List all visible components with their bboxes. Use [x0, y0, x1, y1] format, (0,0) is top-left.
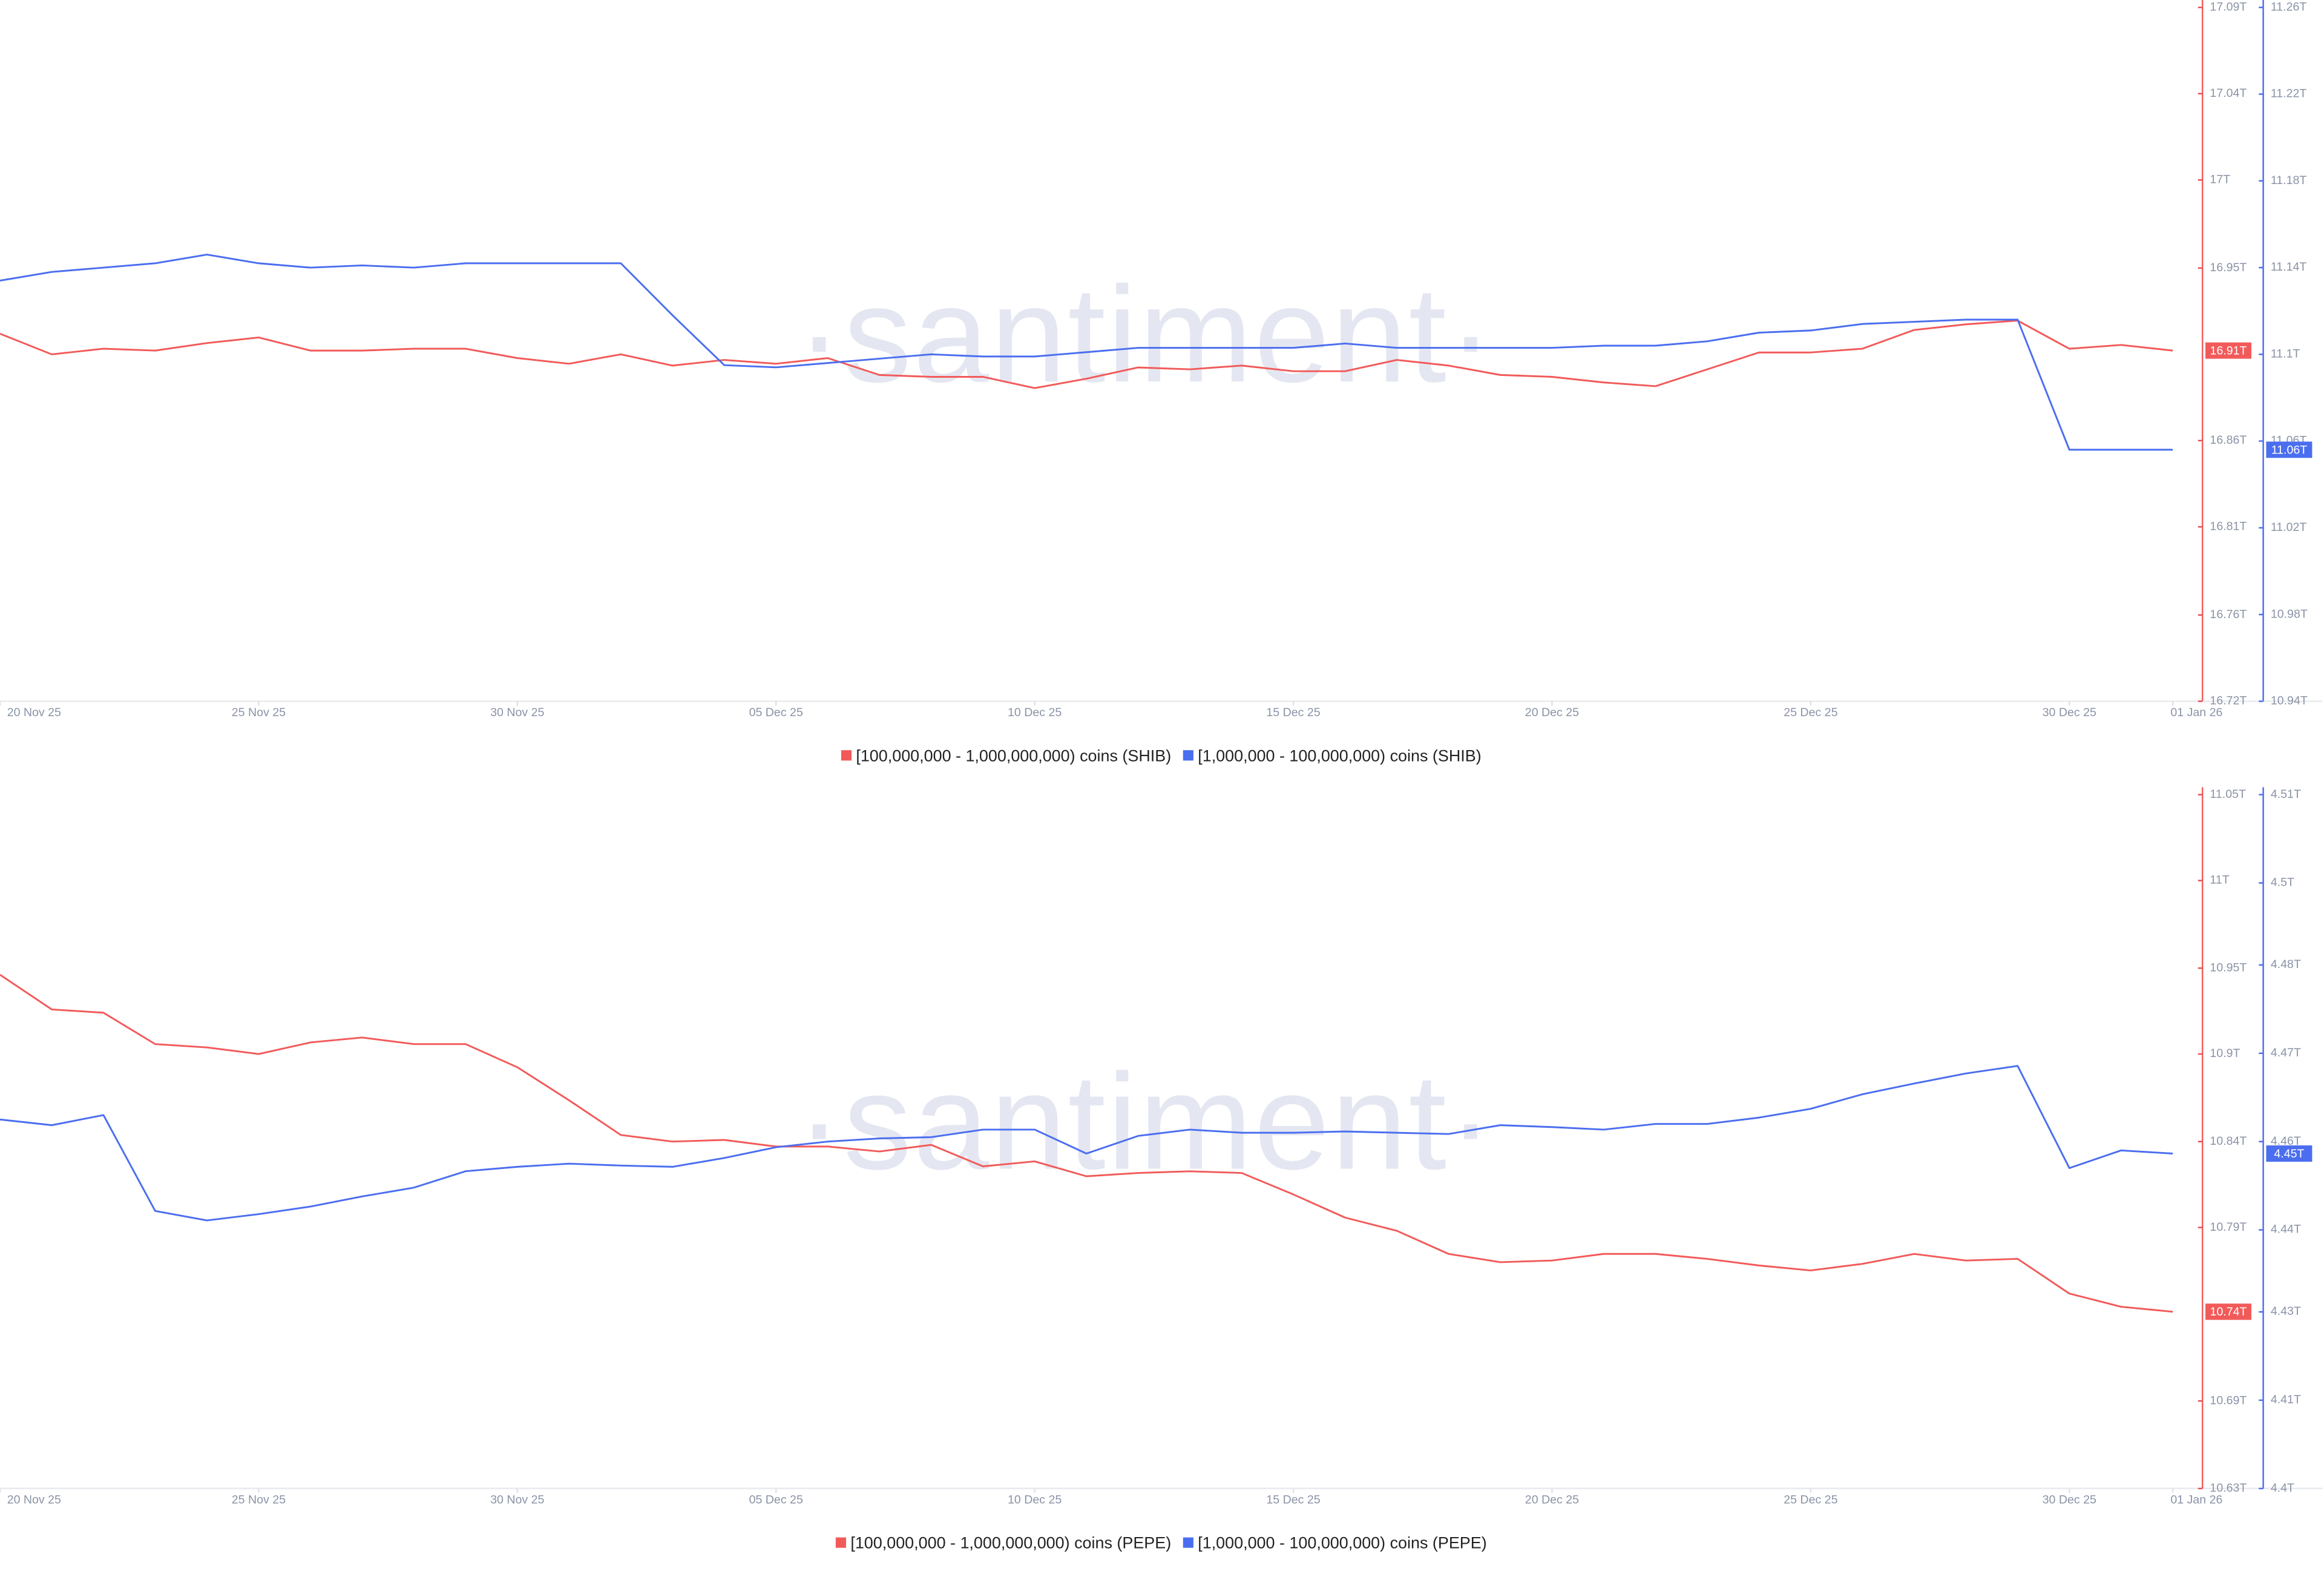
value-badge: [2266, 1145, 2313, 1162]
x-tick-label: 30 Nov 25: [490, 1493, 544, 1507]
x-tick-label: 05 Dec 25: [749, 706, 803, 719]
series-line: [0, 320, 2173, 389]
y-tick-label: 17T: [2210, 173, 2230, 186]
series-line: [0, 973, 2173, 1313]
legend-swatch: [835, 1537, 847, 1548]
legend-swatch: [841, 750, 852, 761]
y-tick-label: 17.04T: [2210, 87, 2247, 100]
y2-tick-label: 11.22T: [2271, 87, 2307, 100]
value-label: 4.45T: [2274, 1147, 2304, 1161]
value-label: 10.74T: [2210, 1305, 2247, 1319]
y-tick-label: 11.05T: [2210, 788, 2246, 801]
y2-tick-label: 11.1T: [2271, 347, 2300, 360]
x-tick-label: 25 Nov 25: [232, 706, 286, 719]
chart-panel: ·santiment· 16.72T 16.76T 16.81T 16.86T 16.95…: [0, 0, 2323, 765]
y-tick-label: 16.72T: [2210, 694, 2247, 708]
x-tick-label: 25 Dec 25: [1784, 1493, 1837, 1507]
legend-label: [100,000,000 - 1,000,000,000) coins (PEP…: [850, 1534, 1171, 1552]
value-badge: [2205, 1303, 2251, 1320]
y-tick-label: 10.9T: [2210, 1047, 2240, 1060]
value-label: 16.91T: [2210, 344, 2247, 358]
y2-tick-label: 11.02T: [2271, 521, 2307, 534]
x-tick-label: 30 Dec 25: [2043, 706, 2096, 719]
y-tick-label: 10.63T: [2210, 1481, 2247, 1495]
y2-tick-label: 4.5T: [2271, 876, 2294, 889]
y-tick-label: 16.86T: [2210, 433, 2247, 447]
y-tick-label: 10.84T: [2210, 1134, 2247, 1148]
y-tick-label: 16.81T: [2210, 519, 2247, 533]
y2-tick-label: 11.18T: [2271, 174, 2307, 187]
x-tick-label: 15 Dec 25: [1266, 706, 1320, 719]
x-tick-label: 20 Nov 25: [7, 1493, 61, 1507]
value-badge: [2205, 342, 2251, 359]
y-tick-label: 10.95T: [2210, 961, 2247, 974]
legend-label: [1,000,000 - 100,000,000) coins (SHIB): [1198, 746, 1481, 765]
legend: [100,000,000 - 1,000,000,000) coins (PEP…: [835, 1534, 1487, 1552]
y2-tick-label: 11.14T: [2271, 260, 2307, 274]
y2-tick-label: 4.44T: [2271, 1223, 2301, 1236]
y-tick-label: 16.76T: [2210, 608, 2247, 621]
y2-tick-label: 4.51T: [2271, 788, 2301, 801]
legend-swatch: [1183, 750, 1193, 761]
x-tick-label: 30 Nov 25: [490, 706, 544, 719]
y2-tick-label: 4.47T: [2271, 1046, 2301, 1059]
y2-tick-label: 10.94T: [2271, 694, 2308, 708]
legend-label: [1,000,000 - 100,000,000) coins (PEPE): [1198, 1534, 1486, 1552]
watermark: ·santiment·: [796, 258, 1495, 410]
x-tick-label: 15 Dec 25: [1266, 1493, 1320, 1507]
watermark: ·santiment·: [796, 1045, 1495, 1198]
x-tick-label: 01 Jan 26: [2170, 706, 2222, 719]
y-tick-label: 11T: [2210, 874, 2229, 887]
y-tick-label: 10.69T: [2210, 1394, 2247, 1407]
series-line: [0, 1065, 2173, 1222]
series-line: [0, 254, 2173, 451]
x-tick-label: 25 Nov 25: [232, 1493, 286, 1507]
x-tick-label: 20 Nov 25: [7, 706, 61, 719]
value-badge: [2266, 441, 2313, 458]
x-tick-label: 10 Dec 25: [1008, 706, 1062, 719]
y2-tick-label: 4.41T: [2271, 1393, 2301, 1406]
y-tick-label: 17.09T: [2210, 0, 2247, 13]
x-tick-label: 30 Dec 25: [2043, 1493, 2096, 1507]
y2-tick-label: 4.4T: [2271, 1481, 2294, 1495]
y-tick-label: 10.79T: [2210, 1220, 2247, 1234]
x-tick-label: 20 Dec 25: [1525, 1493, 1579, 1507]
x-tick-label: 10 Dec 25: [1008, 1493, 1062, 1507]
legend-swatch: [1183, 1537, 1193, 1548]
x-tick-label: 20 Dec 25: [1525, 706, 1579, 719]
legend-label: [100,000,000 - 1,000,000,000) coins (SHI…: [856, 746, 1171, 765]
y-tick-label: 16.95T: [2210, 261, 2247, 274]
x-tick-label: 25 Dec 25: [1784, 706, 1837, 719]
y2-tick-label: 10.98T: [2271, 607, 2308, 621]
x-tick-label: 05 Dec 25: [749, 1493, 803, 1507]
y2-tick-label: 4.46T: [2271, 1134, 2301, 1148]
y2-tick-label: 4.43T: [2271, 1305, 2301, 1318]
chart-panel: ·santiment· 10.63T 10.69T 10.79T 10.84T 10.9T…: [0, 787, 2323, 1552]
x-tick-label: 01 Jan 26: [2170, 1493, 2222, 1507]
value-label: 11.06T: [2271, 443, 2308, 456]
y2-tick-label: 4.48T: [2271, 958, 2301, 971]
y2-tick-label: 11.26T: [2271, 0, 2307, 13]
legend: [100,000,000 - 1,000,000,000) coins (SHI…: [841, 746, 1482, 765]
